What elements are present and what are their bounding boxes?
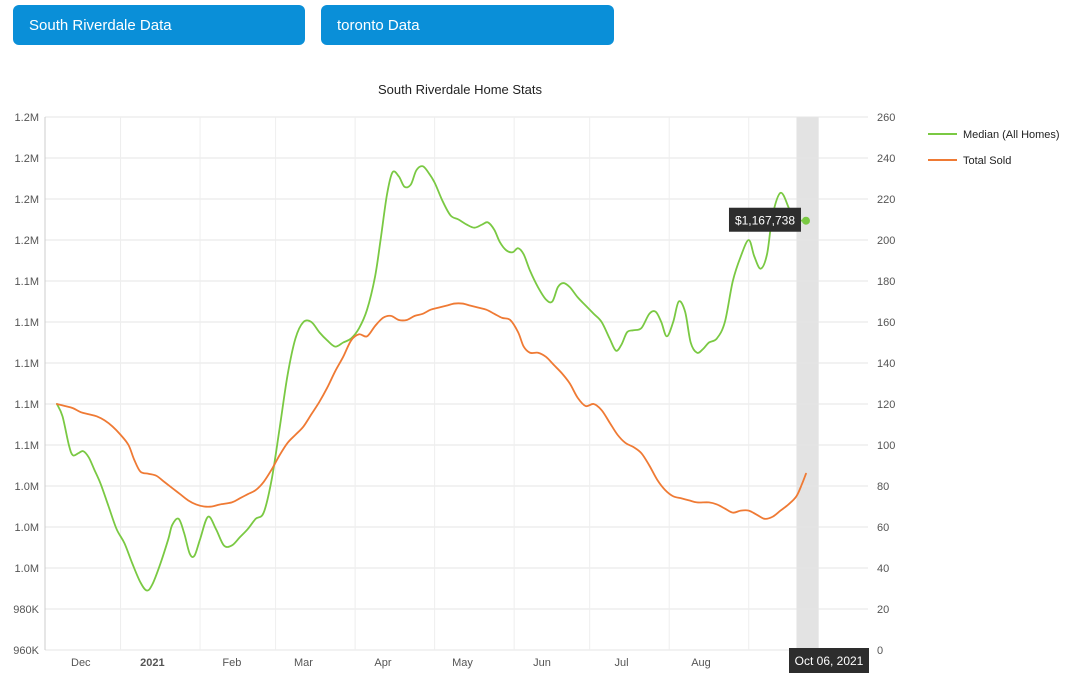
y-left-tick-label: 1.0M: [15, 481, 39, 493]
legend-label: Median (All Homes): [963, 129, 1060, 141]
y-left-tick-label: 960K: [13, 645, 39, 657]
x-tick-label: May: [452, 657, 473, 669]
y-left-tick-label: 1.1M: [15, 276, 39, 288]
y-right-tick-label: 40: [877, 563, 889, 575]
x-tick-label: Dec: [71, 657, 91, 669]
tab-toronto-label: toronto Data: [337, 16, 420, 34]
y-left-tick-label: 1.2M: [15, 194, 39, 206]
x-tick-label: Jul: [614, 657, 628, 669]
y-left-tick-label: 1.0M: [15, 522, 39, 534]
y-right-tick-label: 20: [877, 604, 889, 616]
x-tick-label: 2021: [140, 657, 164, 669]
x-tick-label: Feb: [222, 657, 241, 669]
y-left-tick-label: 1.2M: [15, 112, 39, 124]
y-right-tick-label: 200: [877, 235, 895, 247]
tab-south-riverdale-data[interactable]: South Riverdale Data: [13, 5, 305, 45]
y-right-tick-label: 240: [877, 153, 895, 165]
y-left-tick-label: 1.1M: [15, 317, 39, 329]
y-right-tick-label: 220: [877, 194, 895, 206]
tab-toronto-data[interactable]: toronto Data: [321, 5, 614, 45]
y-right-tick-label: 160: [877, 317, 895, 329]
hover-highlight-band: [796, 117, 819, 650]
y-right-tick-label: 260: [877, 112, 895, 124]
y-left-tick-label: 1.0M: [15, 563, 39, 575]
y-left-tick-label: 1.2M: [15, 235, 39, 247]
y-left-tick-label: 980K: [13, 604, 39, 616]
chart-title: South Riverdale Home Stats: [378, 82, 543, 97]
y-right-tick-label: 140: [877, 358, 895, 370]
value-tooltip: [728, 207, 801, 232]
y-right-tick-label: 100: [877, 440, 895, 452]
tab-south-riverdale-label: South Riverdale Data: [29, 16, 172, 34]
date-tooltip-text: Oct 06, 2021: [795, 654, 864, 668]
y-left-tick-label: 1.1M: [15, 358, 39, 370]
date-tooltip: [789, 648, 869, 673]
y-left-tick-label: 1.2M: [15, 153, 39, 165]
x-tick-label: Jun: [533, 657, 551, 669]
legend-label: Total Sold: [963, 155, 1011, 167]
value-tooltip-text: $1,167,738: [735, 214, 795, 228]
y-right-tick-label: 120: [877, 399, 895, 411]
x-tick-label: Apr: [374, 657, 391, 669]
y-right-tick-label: 180: [877, 276, 895, 288]
y-right-tick-label: 80: [877, 481, 889, 493]
y-left-tick-label: 1.1M: [15, 399, 39, 411]
x-tick-label: Mar: [294, 657, 313, 669]
hover-point: [801, 216, 810, 225]
y-right-tick-label: 0: [877, 645, 883, 657]
series-line-total-sold: [56, 302, 807, 520]
x-tick-label: Aug: [691, 657, 711, 669]
y-right-tick-label: 60: [877, 522, 889, 534]
series-line-median-all-homes: [56, 165, 807, 592]
y-left-tick-label: 1.1M: [15, 440, 39, 452]
